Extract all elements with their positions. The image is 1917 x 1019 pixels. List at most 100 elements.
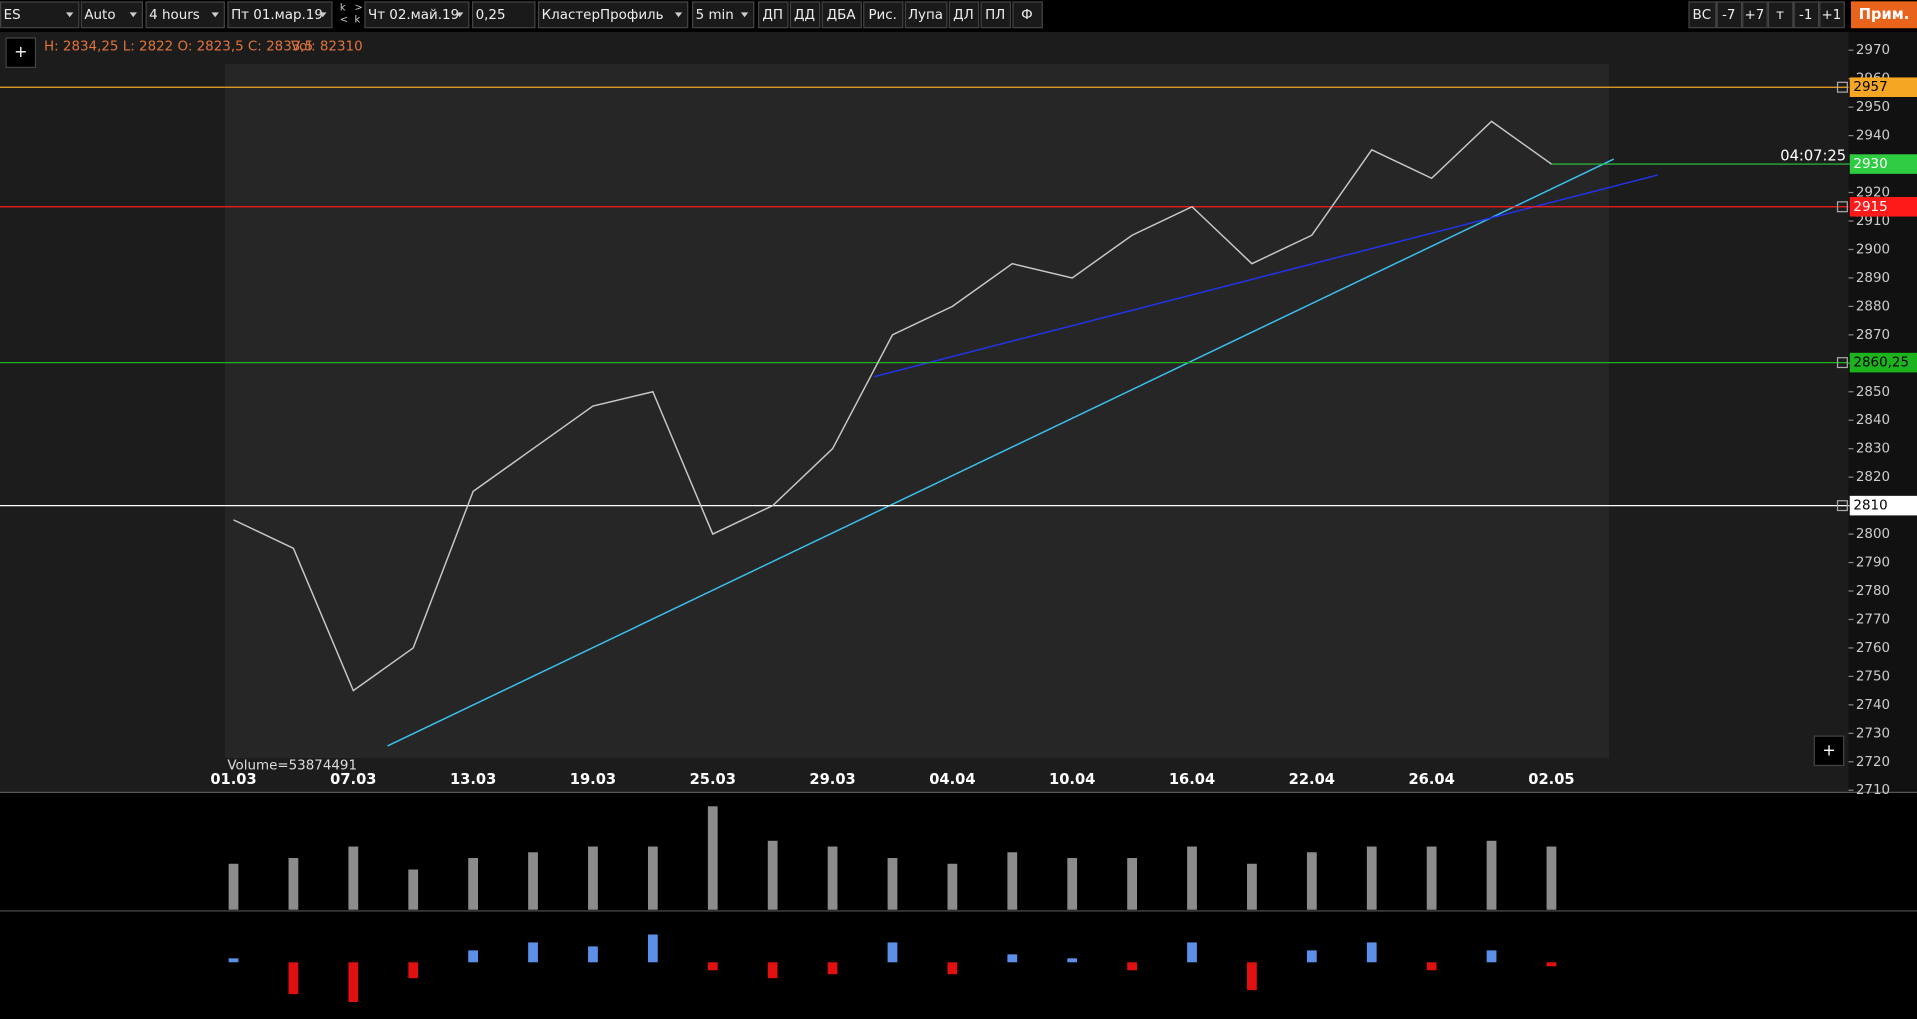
y-tick-label: 2820 bbox=[1856, 470, 1890, 485]
toolbar-field-label[interactable]: Auto bbox=[84, 8, 115, 23]
tool-button-label[interactable]: ДЛ bbox=[953, 8, 974, 23]
toolbar-field[interactable] bbox=[364, 1, 470, 29]
dropdown-arrow bbox=[740, 12, 749, 18]
volume-bar bbox=[1067, 858, 1078, 910]
nav-button[interactable]: < bbox=[340, 15, 348, 26]
volume-bar bbox=[1486, 840, 1497, 910]
tool-button-label[interactable]: т bbox=[1776, 8, 1784, 23]
y-tick-label: 2770 bbox=[1856, 612, 1890, 627]
tool-button[interactable] bbox=[1716, 1, 1743, 29]
x-tick-label: 10.04 bbox=[1049, 771, 1095, 788]
delta-bar bbox=[348, 962, 359, 1003]
tool-button-label[interactable]: +1 bbox=[1822, 8, 1842, 23]
nav-button[interactable]: > bbox=[355, 2, 363, 13]
tool-button[interactable] bbox=[1793, 1, 1820, 29]
toolbar-field[interactable] bbox=[471, 1, 536, 29]
level-close[interactable] bbox=[1836, 201, 1848, 213]
level-close[interactable] bbox=[1836, 357, 1848, 369]
tool-button-label[interactable]: ДД bbox=[794, 8, 815, 23]
volume-bar bbox=[528, 852, 538, 910]
tool-button-label[interactable]: -7 bbox=[1722, 8, 1735, 23]
add-button[interactable] bbox=[1813, 735, 1845, 767]
toolbar-field-label[interactable]: 4 hours bbox=[149, 8, 200, 23]
y-tick-label: 2890 bbox=[1856, 271, 1890, 286]
price-line bbox=[233, 120, 1552, 692]
delta-bar bbox=[408, 962, 419, 979]
level-box bbox=[1849, 196, 1917, 217]
y-tick-label: 2830 bbox=[1856, 442, 1890, 457]
toolbar-field[interactable] bbox=[145, 1, 225, 29]
tool-button-label[interactable]: ВС bbox=[1693, 8, 1712, 23]
dropdown-arrow bbox=[211, 12, 219, 18]
tool-button[interactable] bbox=[904, 1, 948, 29]
level-close[interactable] bbox=[1836, 81, 1848, 93]
tool-button[interactable] bbox=[1767, 1, 1794, 29]
tool-button[interactable] bbox=[1742, 1, 1768, 29]
toolbar-field[interactable] bbox=[0, 1, 80, 29]
x-tick-label: 19.03 bbox=[570, 771, 616, 788]
add-button-label[interactable]: + bbox=[1822, 740, 1835, 759]
tool-button[interactable] bbox=[1819, 1, 1845, 29]
y-tick-label: 2900 bbox=[1856, 242, 1890, 257]
delta-bar bbox=[468, 950, 479, 963]
toolbar-field-label[interactable]: 0,25 bbox=[476, 8, 506, 23]
y-tick-label: 2790 bbox=[1856, 556, 1890, 571]
tool-button-label[interactable]: -1 bbox=[1799, 8, 1812, 23]
toolbar-field-label[interactable]: Пт 01.мар.19 bbox=[231, 8, 323, 23]
y-tick-label: 2850 bbox=[1856, 385, 1890, 400]
add-button[interactable] bbox=[5, 37, 37, 68]
tool-button[interactable] bbox=[980, 1, 1012, 29]
volume-bar bbox=[1306, 852, 1317, 910]
delta-bar bbox=[1187, 942, 1197, 963]
tool-button[interactable] bbox=[789, 1, 821, 29]
profile-area bbox=[224, 63, 1609, 759]
toolbar-field-label[interactable]: ES bbox=[4, 8, 21, 23]
dropdown-arrow bbox=[456, 12, 464, 18]
tool-button[interactable] bbox=[948, 1, 980, 29]
tool-button-label[interactable]: Лупа bbox=[908, 8, 943, 23]
tool-button[interactable] bbox=[821, 1, 862, 29]
y-tick-label: 2910 bbox=[1856, 214, 1890, 229]
volume-bar bbox=[1546, 846, 1557, 910]
delta-bar bbox=[288, 962, 299, 995]
notes-button[interactable] bbox=[1850, 1, 1917, 29]
tool-button[interactable] bbox=[757, 1, 789, 29]
volume-bar bbox=[1007, 852, 1018, 910]
tool-button-label[interactable]: Рис. bbox=[868, 8, 897, 23]
toolbar-field[interactable] bbox=[537, 1, 689, 29]
x-tick-label: 04.04 bbox=[929, 771, 975, 788]
y-tick-label: 2800 bbox=[1856, 527, 1890, 542]
y-tick-label: 2880 bbox=[1856, 299, 1890, 314]
nav-button[interactable]: k bbox=[355, 15, 361, 26]
toolbar-field-label[interactable]: КластерПрофиль bbox=[542, 8, 664, 23]
volume-bar bbox=[647, 846, 658, 910]
x-tick-label: 25.03 bbox=[690, 771, 736, 788]
y-tick-label: 2950 bbox=[1856, 100, 1890, 115]
x-tick-label: 13.03 bbox=[450, 771, 496, 788]
delta-bar bbox=[1247, 962, 1257, 991]
nav-button[interactable]: k bbox=[340, 2, 346, 13]
tool-button-label[interactable]: ПЛ bbox=[985, 8, 1005, 23]
toolbar-field-label[interactable]: 5 min bbox=[696, 8, 734, 23]
volume-bar bbox=[1187, 846, 1197, 910]
level-close[interactable] bbox=[1836, 500, 1848, 512]
toolbar-field[interactable] bbox=[227, 1, 333, 29]
notes-button-label[interactable]: Прим. bbox=[1859, 6, 1910, 23]
volume-bar bbox=[288, 858, 299, 910]
y-tick-label: 2940 bbox=[1856, 129, 1890, 144]
delta-bar bbox=[528, 942, 538, 963]
level-box bbox=[1849, 77, 1917, 98]
dropdown-arrow bbox=[319, 12, 327, 18]
level-box bbox=[1849, 154, 1917, 174]
toolbar-field-label[interactable]: Чт 02.май.19 bbox=[368, 8, 459, 23]
tool-button-label[interactable]: +7 bbox=[1744, 8, 1764, 23]
tool-button[interactable] bbox=[1688, 1, 1717, 29]
tool-button[interactable] bbox=[1012, 1, 1043, 29]
add-button-label[interactable]: + bbox=[14, 42, 27, 61]
tool-button-label[interactable]: ДБА bbox=[827, 8, 857, 23]
tool-button[interactable] bbox=[863, 1, 904, 29]
delta-bar bbox=[767, 962, 778, 979]
tool-button-label[interactable]: ДП bbox=[762, 8, 783, 23]
tool-button-label[interactable]: Ф bbox=[1021, 8, 1033, 23]
volume-bar bbox=[887, 858, 898, 910]
